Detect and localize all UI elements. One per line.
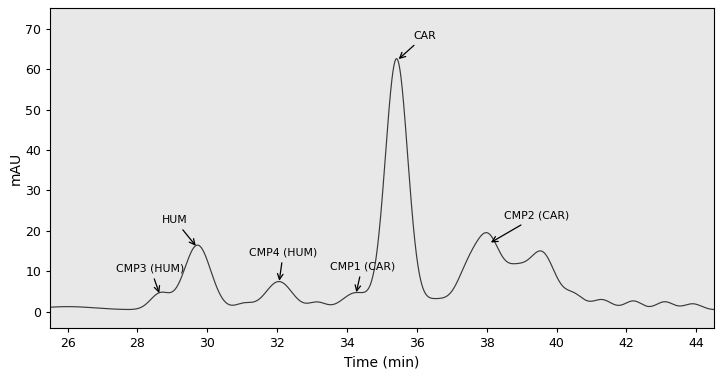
Text: CMP2 (CAR): CMP2 (CAR) [492, 211, 570, 242]
Text: CMP1 (CAR): CMP1 (CAR) [329, 262, 395, 291]
Text: CMP4 (HUM): CMP4 (HUM) [249, 247, 318, 279]
Text: CMP3 (HUM): CMP3 (HUM) [116, 263, 185, 292]
Y-axis label: mAU: mAU [9, 152, 22, 185]
X-axis label: Time (min): Time (min) [344, 356, 419, 370]
Text: CAR: CAR [400, 31, 436, 58]
Text: HUM: HUM [162, 215, 195, 245]
